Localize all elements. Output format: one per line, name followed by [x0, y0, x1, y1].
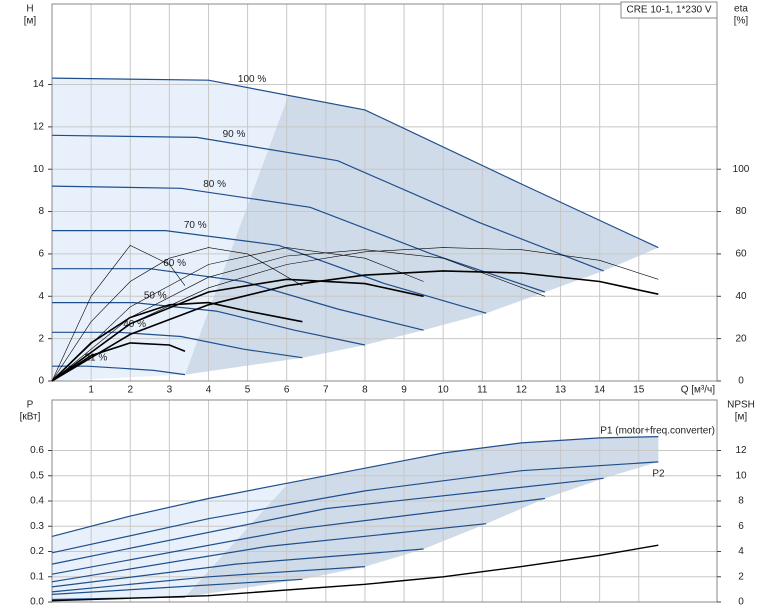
curve-label: P1 (motor+freq.converter) [600, 425, 715, 436]
y2-tick-label: 20 [735, 333, 747, 344]
y-tick-label: 12 [33, 121, 45, 132]
curve [51, 134, 604, 272]
curve-label: 100 % [238, 74, 266, 85]
y-tick-label: 0.3 [30, 521, 44, 532]
y-axis-unit: [м] [24, 16, 37, 27]
curve [51, 247, 659, 382]
curve-label: 80 % [203, 179, 226, 190]
y2-tick-label: 80 [735, 206, 747, 217]
y2-tick-label: 6 [738, 521, 744, 532]
x-tick-label: 11 [477, 385, 488, 396]
y-tick-label: 2 [38, 333, 44, 344]
curve [51, 566, 365, 593]
y-tick-label: 0.5 [30, 470, 44, 481]
y2-tick-label: 4 [738, 546, 744, 557]
y2-tick-label: 40 [735, 291, 747, 302]
curve [51, 278, 424, 382]
y2-tick-label: 12 [735, 445, 747, 456]
plot-frame [51, 3, 718, 382]
y-tick-label: 0 [38, 376, 44, 387]
curve [51, 523, 487, 583]
y2-tick-label: 0 [738, 597, 744, 608]
dark-area [185, 95, 659, 375]
x-tick-label: 14 [594, 385, 606, 396]
x-tick-label: 6 [284, 385, 290, 396]
y2-axis-unit: [м] [735, 412, 748, 423]
y-axis-unit: [кВт] [20, 412, 41, 423]
y2-axis-label: eta [734, 4, 748, 15]
y-tick-label: 4 [38, 291, 44, 302]
y2-tick-label: 0 [738, 376, 744, 387]
x-tick-label: 15 [633, 385, 645, 396]
y-axis-label: H [26, 4, 33, 15]
curve [51, 301, 303, 382]
y-tick-label: 8 [38, 206, 44, 217]
curve [51, 436, 659, 537]
curve-label: P2 [652, 469, 665, 480]
x-tick-label: 13 [555, 385, 567, 396]
curve [51, 497, 545, 575]
y-tick-label: 0.0 [30, 597, 44, 608]
curve [52, 331, 303, 359]
y2-axis-label: NPSH [727, 400, 755, 411]
curve [51, 77, 659, 249]
x-tick-label: 2 [127, 385, 133, 396]
curve [51, 477, 604, 565]
y-tick-label: 0.1 [30, 571, 44, 582]
curve-label: 90 % [223, 129, 246, 140]
curve [52, 230, 487, 314]
y-tick-label: 0.2 [30, 546, 44, 557]
y2-axis-unit: [%] [734, 16, 749, 27]
curve-label: 50 % [144, 290, 167, 301]
curve [51, 247, 424, 382]
x-tick-label: 10 [438, 385, 450, 396]
curve [51, 185, 546, 293]
curve [51, 342, 186, 382]
curve [51, 461, 659, 554]
curve [52, 268, 424, 331]
x-tick-label: 3 [167, 385, 173, 396]
y2-tick-label: 8 [738, 496, 744, 507]
y-axis-label: P [27, 400, 34, 411]
x-tick-label: 5 [245, 385, 251, 396]
curve-label: 21 % [84, 352, 107, 363]
dark-area [185, 436, 659, 597]
y2-tick-label: 60 [735, 249, 747, 260]
y-tick-label: 10 [33, 164, 45, 175]
y-tick-label: 14 [33, 79, 45, 90]
curve [51, 247, 303, 382]
curve [51, 548, 424, 588]
curve [51, 270, 659, 382]
x-tick-label: 1 [88, 385, 94, 396]
x-axis-label: Q [м³/ч] [681, 385, 716, 396]
curve [51, 245, 186, 382]
x-tick-label: 8 [362, 385, 368, 396]
y-tick-label: 6 [38, 249, 44, 260]
x-tick-label: 9 [401, 385, 407, 396]
y-tick-label: 0.6 [30, 445, 44, 456]
y2-tick-label: 100 [733, 164, 750, 175]
curve [51, 578, 303, 595]
x-tick-label: 7 [323, 385, 329, 396]
curve-label: 40 % [123, 319, 146, 330]
curve [51, 544, 659, 602]
chart-title: CRE 10-1, 1*230 V [626, 5, 711, 16]
curve [52, 302, 366, 346]
curve-label: 70 % [184, 220, 207, 231]
y2-tick-label: 10 [735, 470, 747, 481]
y-tick-label: 0.4 [30, 496, 44, 507]
title-box [620, 1, 718, 19]
curve-label: 60 % [163, 258, 186, 269]
x-tick-label: 12 [516, 385, 528, 396]
x-tick-label: 4 [206, 385, 212, 396]
y2-tick-label: 2 [738, 571, 744, 582]
